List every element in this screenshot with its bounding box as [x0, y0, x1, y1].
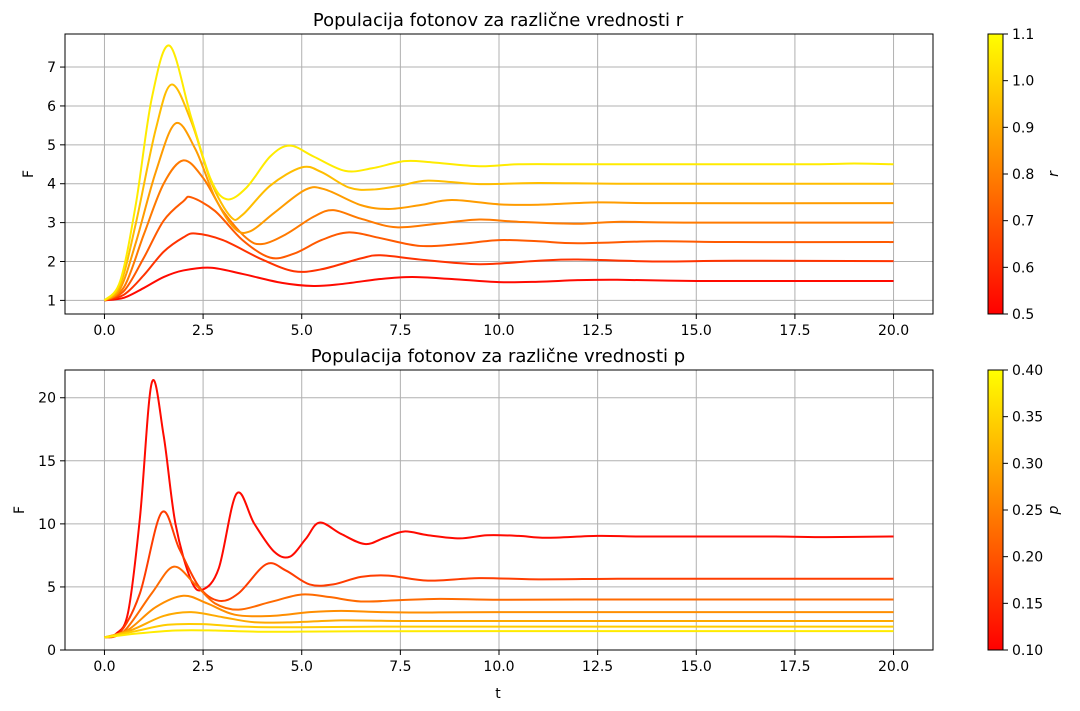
x-tick-label: 17.5 [779, 323, 810, 339]
y-tick-label: 10 [38, 517, 56, 533]
colorbar-tick-label: 0.15 [1012, 596, 1043, 612]
colorbar-label: r [1046, 170, 1062, 177]
y-ticks: 1 2 3 4 5 6 7 [47, 60, 65, 309]
y-axis-label: F [21, 170, 37, 178]
x-tick-label: 20.0 [878, 659, 909, 675]
series-lines [104, 379, 894, 639]
y-tick-label: 6 [47, 99, 56, 115]
x-tick-label: 7.5 [389, 323, 411, 339]
x-tick-label: 0.0 [93, 659, 115, 675]
y-tick-label: 5 [47, 580, 56, 596]
x-tick-label: 15.0 [681, 323, 712, 339]
y-tick-label: 20 [38, 391, 56, 407]
x-tick-label: 5.0 [291, 659, 313, 675]
colorbar: 0.5 0.6 0.7 0.8 0.9 1.0 1.1 r [987, 27, 1062, 323]
y-tick-label: 4 [47, 177, 56, 193]
series-lines [103, 44, 894, 302]
colorbar-tick-label: 0.5 [1012, 307, 1034, 323]
colorbar-ticks: 0.10 0.15 0.20 0.25 0.30 0.35 0.40 [1003, 363, 1043, 659]
colorbar: 0.10 0.15 0.20 0.25 0.30 0.35 0.40 p [987, 363, 1062, 659]
colorbar-ticks: 0.5 0.6 0.7 0.8 0.9 1.0 1.1 [1003, 27, 1034, 323]
x-tick-label: 17.5 [779, 659, 810, 675]
x-tick-label: 15.0 [681, 659, 712, 675]
x-tick-label: 0.0 [93, 323, 115, 339]
x-tick-label: 2.5 [192, 659, 214, 675]
series-line [104, 565, 894, 639]
colorbar-tick-label: 0.35 [1012, 410, 1043, 426]
x-tick-label: 12.5 [582, 659, 613, 675]
series-line [103, 159, 894, 302]
colorbar-tick-label: 0.25 [1012, 503, 1043, 519]
colorbar-tick-label: 1.0 [1012, 74, 1034, 90]
x-axis-label: t [495, 686, 501, 702]
colorbar-tick-label: 0.7 [1012, 214, 1034, 230]
colorbar-tick-label: 0.6 [1012, 260, 1034, 276]
y-tick-label: 5 [47, 138, 56, 154]
series-line [104, 379, 894, 639]
x-tick-label: 2.5 [192, 323, 214, 339]
series-line [104, 622, 894, 639]
series-line [103, 121, 894, 302]
x-tick-label: 12.5 [582, 323, 613, 339]
x-ticks: 0.0 2.5 5.0 7.5 10.0 12.5 15.0 17.5 20.0 [93, 314, 909, 339]
colorbar-tick-label: 0.40 [1012, 363, 1043, 379]
series-line [104, 195, 894, 302]
x-tick-label: 5.0 [291, 323, 313, 339]
y-tick-label: 0 [47, 643, 56, 659]
chart-p: Populacija fotonov za različne vrednosti… [12, 346, 1062, 702]
chart-r: Populacija fotonov za različne vrednosti… [21, 10, 1062, 339]
colorbar-gradient [987, 33, 1004, 315]
y-axis-label: F [12, 506, 28, 514]
colorbar-gradient [987, 369, 1004, 651]
series-line [104, 629, 894, 639]
y-ticks: 0 5 10 15 20 [38, 391, 65, 659]
x-tick-label: 7.5 [389, 659, 411, 675]
series-line [103, 44, 894, 302]
series-line [103, 83, 894, 302]
y-tick-label: 7 [47, 60, 56, 76]
x-tick-label: 10.0 [483, 323, 514, 339]
colorbar-tick-label: 0.10 [1012, 643, 1043, 659]
colorbar-tick-label: 0.9 [1012, 120, 1034, 136]
grid [65, 34, 933, 314]
x-ticks: 0.0 2.5 5.0 7.5 10.0 12.5 15.0 17.5 20.0 [93, 650, 909, 675]
y-tick-label: 2 [47, 255, 56, 271]
colorbar-tick-label: 0.8 [1012, 167, 1034, 183]
x-tick-label: 20.0 [878, 323, 909, 339]
series-line [104, 510, 894, 639]
chart-title: Populacija fotonov za različne vrednosti… [311, 346, 685, 367]
x-tick-label: 10.0 [483, 659, 514, 675]
chart-title: Populacija fotonov za različne vrednosti… [313, 10, 684, 31]
colorbar-tick-label: 0.30 [1012, 456, 1043, 472]
series-line [104, 594, 894, 639]
colorbar-tick-label: 1.1 [1012, 27, 1034, 43]
grid [65, 370, 933, 651]
series-line [104, 266, 894, 302]
y-tick-label: 1 [47, 293, 56, 309]
y-tick-label: 3 [47, 216, 56, 232]
y-tick-label: 15 [38, 454, 56, 470]
colorbar-label: p [1046, 505, 1062, 515]
series-line [104, 232, 894, 302]
colorbar-tick-label: 0.20 [1012, 550, 1043, 566]
series-line [104, 611, 894, 639]
